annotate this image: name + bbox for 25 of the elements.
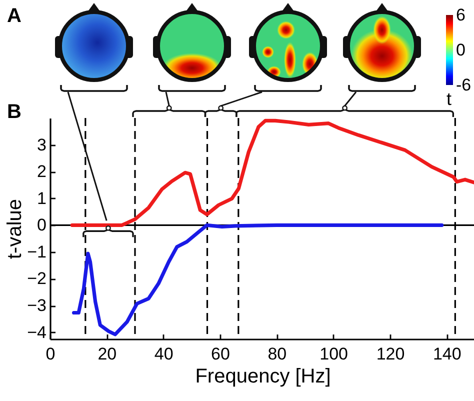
y-tick-label: 3 [37,135,46,154]
y-axis-title: t-value [4,198,26,260]
x-tick-label: 60 [211,344,230,364]
x-tick-label: 80 [268,344,287,364]
chart-title: B [7,101,22,124]
y-tick-label: −1 [27,242,46,262]
y-tick-label: 1 [37,188,46,208]
text: 6 [456,6,466,24]
x-tick-label: 100 [320,344,348,364]
x-axis-title: Frequency [Hz] [195,366,331,388]
text: A [7,5,22,27]
y-tick-label: 0 [37,216,46,235]
line-series [72,223,444,336]
x-tick-label: 40 [154,344,174,364]
y-tick-label: −4 [27,322,46,342]
x-tick-label: 20 [98,344,117,364]
text: 0 [456,40,466,60]
x-tick-label: 140 [432,344,462,364]
y-tick-label: −2 [27,269,46,288]
text: -6 [456,76,472,94]
y-tick-label: 2 [37,162,46,182]
color-bar-title: t [446,89,452,109]
y-tick-label: −3 [27,296,46,316]
x-tick-label: 120 [376,344,405,364]
line-series [70,118,474,227]
